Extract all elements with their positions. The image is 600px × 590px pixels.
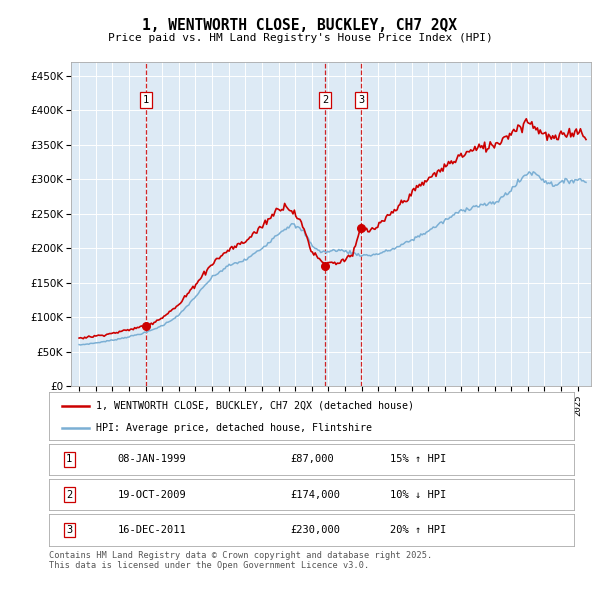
Text: 19-OCT-2009: 19-OCT-2009 — [118, 490, 186, 500]
Text: £174,000: £174,000 — [290, 490, 341, 500]
Text: 20% ↑ HPI: 20% ↑ HPI — [391, 525, 446, 535]
Text: 3: 3 — [358, 95, 364, 105]
Text: 15% ↑ HPI: 15% ↑ HPI — [391, 454, 446, 464]
Text: £230,000: £230,000 — [290, 525, 341, 535]
Text: 1, WENTWORTH CLOSE, BUCKLEY, CH7 2QX: 1, WENTWORTH CLOSE, BUCKLEY, CH7 2QX — [143, 18, 458, 32]
Text: 1: 1 — [143, 95, 149, 105]
Text: Contains HM Land Registry data © Crown copyright and database right 2025.
This d: Contains HM Land Registry data © Crown c… — [49, 551, 433, 571]
Text: Price paid vs. HM Land Registry's House Price Index (HPI): Price paid vs. HM Land Registry's House … — [107, 33, 493, 43]
Text: 2: 2 — [66, 490, 72, 500]
Text: 08-JAN-1999: 08-JAN-1999 — [118, 454, 186, 464]
Text: 2: 2 — [322, 95, 328, 105]
Text: 1: 1 — [66, 454, 72, 464]
Text: 3: 3 — [66, 525, 72, 535]
Text: 1, WENTWORTH CLOSE, BUCKLEY, CH7 2QX (detached house): 1, WENTWORTH CLOSE, BUCKLEY, CH7 2QX (de… — [97, 401, 415, 411]
Text: 16-DEC-2011: 16-DEC-2011 — [118, 525, 186, 535]
Text: £87,000: £87,000 — [290, 454, 334, 464]
Text: 10% ↓ HPI: 10% ↓ HPI — [391, 490, 446, 500]
Text: HPI: Average price, detached house, Flintshire: HPI: Average price, detached house, Flin… — [97, 423, 373, 432]
